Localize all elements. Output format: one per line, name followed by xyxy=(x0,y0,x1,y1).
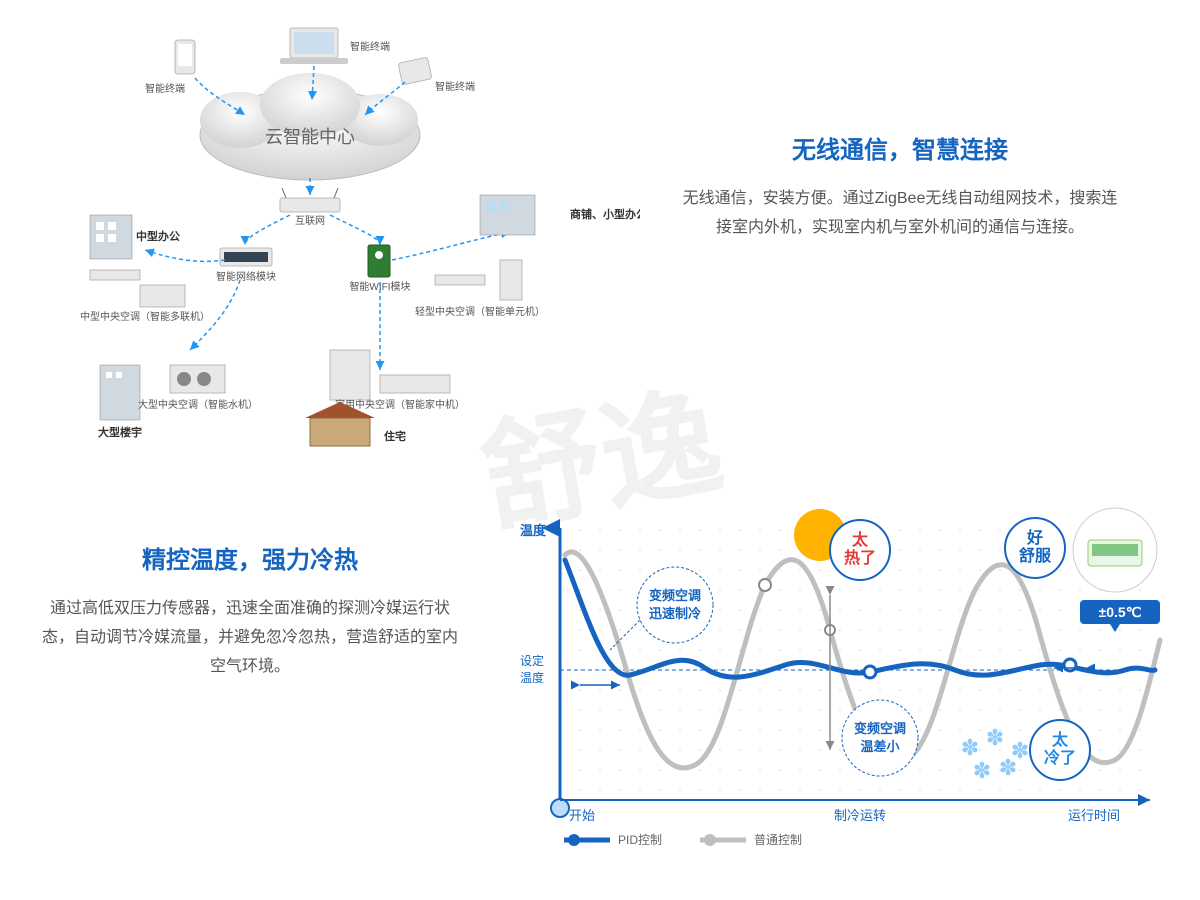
callout-fast-cool: 变频空调 迅速制冷 xyxy=(610,567,713,650)
svg-text:智能终端: 智能终端 xyxy=(435,80,475,93)
svg-text:普通控制: 普通控制 xyxy=(754,833,802,847)
svg-text:舒服: 舒服 xyxy=(1019,546,1052,565)
snow-icon: ✽✽✽ ✽✽ xyxy=(961,725,1029,783)
svg-text:中型中央空调（智能多联机）: 中型中央空调（智能多联机） xyxy=(80,310,210,323)
network-diagram: 云智能中心 智能终端 智能终端 智能终端 互联网 智能网络模块 xyxy=(80,20,640,460)
node-large-building: 大型楼宇 大型中央空调（智能水机） xyxy=(98,365,258,439)
svg-text:迅速制冷: 迅速制冷 xyxy=(649,606,701,621)
x-end: 运行时间 xyxy=(1068,808,1120,823)
y-set-label2: 温度 xyxy=(520,670,544,685)
x-start: 开始 xyxy=(569,808,595,823)
bottom-title: 精控温度，强力冷热 xyxy=(40,540,460,575)
top-desc: 无线通信，安装方便。通过ZigBee无线自动组网技术，搜索连接室内外机，实现室内… xyxy=(680,185,1120,243)
node-shop-office: 商铺、小型办公 轻型中央空调（智能单元机） xyxy=(415,195,640,318)
svg-text:温差小: 温差小 xyxy=(860,739,899,754)
router-icon: 互联网 xyxy=(280,178,340,227)
cloud-icon: 云智能中心 xyxy=(200,73,420,180)
svg-text:✽: ✽ xyxy=(999,755,1017,780)
top-title: 无线通信，智慧连接 xyxy=(680,130,1120,165)
chart-legend: PID控制 普通控制 xyxy=(564,833,802,847)
svg-text:变频空调: 变频空调 xyxy=(854,721,906,736)
svg-text:互联网: 互联网 xyxy=(295,215,325,227)
svg-text:中型办公: 中型办公 xyxy=(136,229,180,243)
top-text-block: 无线通信，智慧连接 无线通信，安装方便。通过ZigBee无线自动组网技术，搜索连… xyxy=(680,130,1120,243)
temperature-chart: 温度 设定 温度 变频空调 迅速制冷 变频空调 温差小 太 热了 好 xyxy=(510,500,1170,870)
svg-text:PID控制: PID控制 xyxy=(618,833,662,847)
svg-text:商铺、小型办公: 商铺、小型办公 xyxy=(570,207,640,221)
svg-text:✽: ✽ xyxy=(961,735,979,760)
y-temp-label: 温度 xyxy=(520,523,547,538)
svg-text:✽: ✽ xyxy=(986,725,1004,750)
svg-text:太: 太 xyxy=(851,530,869,549)
svg-text:智能终端: 智能终端 xyxy=(145,82,185,95)
net-module: 智能网络模块 xyxy=(216,248,276,283)
svg-text:好: 好 xyxy=(1026,529,1043,547)
speech-too-hot: 太 热了 xyxy=(830,520,890,580)
node-home: 家用中央空调（智能家中机） 住宅 xyxy=(305,350,465,446)
svg-text:热了: 热了 xyxy=(844,548,876,567)
y-set-label1: 设定 xyxy=(520,653,544,668)
speech-too-cold: 太 冷了 xyxy=(1030,720,1090,780)
ac-photo-icon xyxy=(1073,508,1157,592)
svg-text:±0.5℃: ±0.5℃ xyxy=(1099,604,1142,620)
bottom-desc: 通过高低双压力传感器，迅速全面准确的探测冷媒运行状态，自动调节冷媒流量，并避免忽… xyxy=(40,595,460,681)
svg-text:轻型中央空调（智能单元机）: 轻型中央空调（智能单元机） xyxy=(415,305,545,318)
svg-text:太: 太 xyxy=(1051,730,1069,749)
bottom-text-block: 精控温度，强力冷热 通过高低双压力传感器，迅速全面准确的探测冷媒运行状态，自动调… xyxy=(40,540,460,681)
x-mid: 制冷运转 xyxy=(834,808,886,823)
svg-text:✽: ✽ xyxy=(973,758,991,783)
callout-small-diff: 变频空调 温差小 xyxy=(842,700,918,776)
node-medium-office: 中型办公 中型中央空调（智能多联机） xyxy=(80,215,210,323)
speech-good: 好 舒服 xyxy=(1005,518,1065,578)
svg-text:智能终端: 智能终端 xyxy=(350,40,390,53)
svg-text:冷了: 冷了 xyxy=(1044,748,1076,767)
svg-text:智能网络模块: 智能网络模块 xyxy=(216,270,276,283)
cloud-label: 云智能中心 xyxy=(265,127,355,147)
svg-text:住宅: 住宅 xyxy=(384,429,406,443)
svg-text:变频空调: 变频空调 xyxy=(649,588,701,603)
svg-text:大型楼宇: 大型楼宇 xyxy=(98,425,142,439)
svg-text:大型中央空调（智能水机）: 大型中央空调（智能水机） xyxy=(138,398,258,411)
